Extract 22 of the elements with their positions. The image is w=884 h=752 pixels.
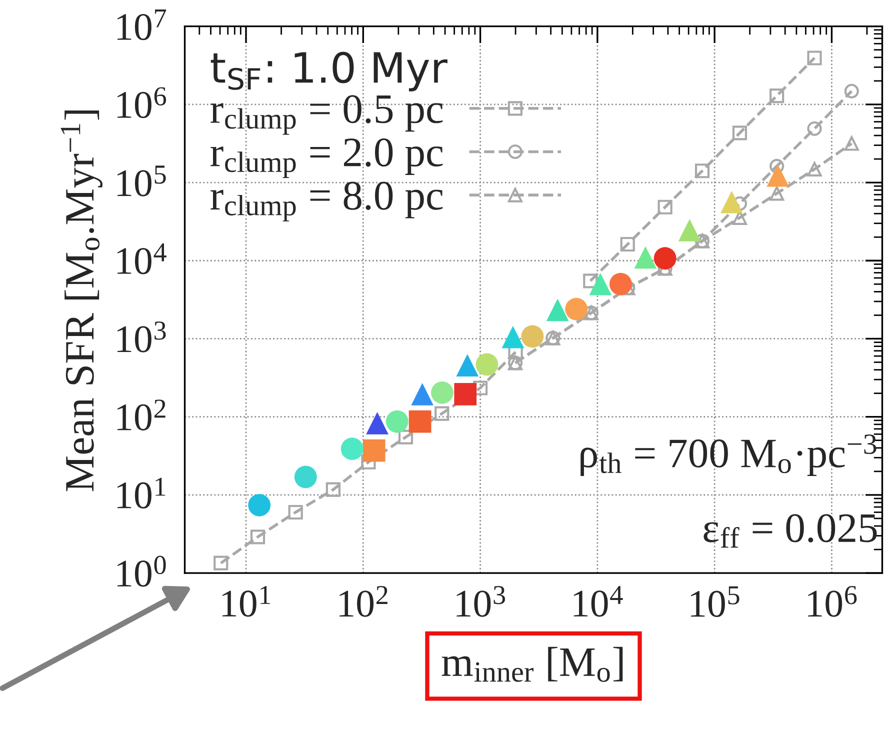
x-tick-label: 10$^{2}$ <box>340 586 388 617</box>
y-tick-label: 10$^{4}$ <box>117 243 166 274</box>
x-axis-title: m$_{inner}$ [M$_{o}$] <box>442 646 623 682</box>
x-tick-label: 10$^{3}$ <box>456 586 506 617</box>
y-tick-label: 10$^{6}$ <box>117 87 166 118</box>
y-tick-label: 10$^{7}$ <box>117 9 166 40</box>
y-tick-label: 10$^{0}$ <box>117 556 166 587</box>
legend-title: t$_{SF}$: 1.0 Myr <box>210 52 448 92</box>
y-tick-label: 10$^{3}$ <box>117 321 166 352</box>
x-tick-label: 10$^{1}$ <box>222 586 270 617</box>
y-tick-label: 10$^{5}$ <box>117 166 166 196</box>
x-tick-label: 10$^{4}$ <box>574 586 623 617</box>
y-tick-label: 10$^{2}$ <box>117 400 166 430</box>
x-tick-label: 10$^{6}$ <box>808 586 857 617</box>
legend-label: r$_{clump}$ = 0.5 pc <box>210 95 443 135</box>
annotation: ε$_{ff}$ = 0.025 <box>704 514 877 548</box>
y-axis-title: Mean SFR [M$_{o}$.Myr$^{−1}$] <box>60 110 102 492</box>
legend-label: r$_{clump}$ = 8.0 pc <box>210 182 443 222</box>
legend-label: r$_{clump}$ = 2.0 pc <box>210 138 443 178</box>
x-tick-label: 10$^{5}$ <box>690 586 740 618</box>
annotation: ρ$_{th}$ = 700 M$_{o}$·pc$^{−3}$ <box>580 434 876 476</box>
y-tick-label: 10$^{1}$ <box>117 478 166 509</box>
